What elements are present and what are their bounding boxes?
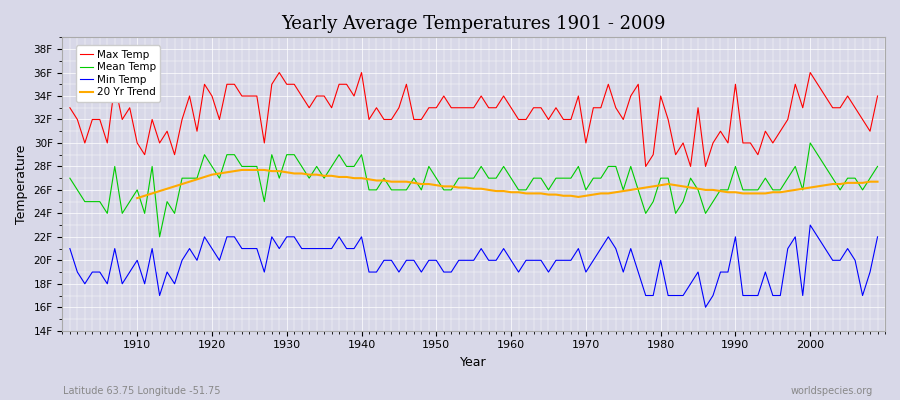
Line: Max Temp: Max Temp bbox=[70, 72, 878, 166]
Max Temp bbox=[65, 105, 76, 110]
Min Temp bbox=[872, 234, 883, 239]
Min Temp bbox=[506, 258, 517, 263]
Max Temp bbox=[603, 82, 614, 87]
Min Temp bbox=[334, 234, 345, 239]
Max Temp bbox=[506, 105, 517, 110]
Y-axis label: Temperature: Temperature bbox=[15, 144, 28, 224]
Max Temp bbox=[872, 94, 883, 98]
Mean Temp bbox=[506, 176, 517, 180]
20 Yr Trend bbox=[872, 179, 883, 184]
Mean Temp bbox=[513, 188, 524, 192]
20 Yr Trend bbox=[580, 193, 591, 198]
Max Temp bbox=[513, 117, 524, 122]
20 Yr Trend bbox=[842, 180, 853, 185]
Title: Yearly Average Temperatures 1901 - 2009: Yearly Average Temperatures 1901 - 2009 bbox=[282, 15, 666, 33]
Text: worldspecies.org: worldspecies.org bbox=[791, 386, 873, 396]
Max Temp bbox=[296, 94, 307, 98]
20 Yr Trend bbox=[520, 191, 531, 196]
Mean Temp bbox=[872, 164, 883, 169]
Max Temp bbox=[640, 164, 651, 169]
Max Temp bbox=[274, 70, 284, 75]
Min Temp bbox=[805, 223, 815, 228]
Mean Temp bbox=[296, 164, 307, 169]
Line: 20 Yr Trend: 20 Yr Trend bbox=[137, 170, 877, 198]
20 Yr Trend bbox=[311, 172, 322, 177]
Mean Temp bbox=[341, 164, 352, 169]
Mean Temp bbox=[124, 199, 135, 204]
Min Temp bbox=[596, 246, 607, 251]
20 Yr Trend bbox=[131, 196, 142, 200]
Mean Temp bbox=[603, 164, 614, 169]
Max Temp bbox=[124, 105, 135, 110]
Min Temp bbox=[124, 270, 135, 274]
Mean Temp bbox=[65, 176, 76, 180]
Line: Min Temp: Min Temp bbox=[70, 225, 878, 307]
Line: Mean Temp: Mean Temp bbox=[70, 143, 878, 237]
Min Temp bbox=[700, 305, 711, 310]
20 Yr Trend bbox=[820, 183, 831, 188]
Legend: Max Temp, Mean Temp, Min Temp, 20 Yr Trend: Max Temp, Mean Temp, Min Temp, 20 Yr Tre… bbox=[76, 46, 160, 102]
20 Yr Trend bbox=[282, 170, 292, 175]
Min Temp bbox=[289, 234, 300, 239]
Min Temp bbox=[65, 246, 76, 251]
20 Yr Trend bbox=[237, 168, 248, 172]
Min Temp bbox=[499, 246, 509, 251]
Mean Temp bbox=[154, 234, 165, 239]
Mean Temp bbox=[805, 140, 815, 145]
X-axis label: Year: Year bbox=[461, 356, 487, 369]
Max Temp bbox=[341, 82, 352, 87]
Text: Latitude 63.75 Longitude -51.75: Latitude 63.75 Longitude -51.75 bbox=[63, 386, 220, 396]
